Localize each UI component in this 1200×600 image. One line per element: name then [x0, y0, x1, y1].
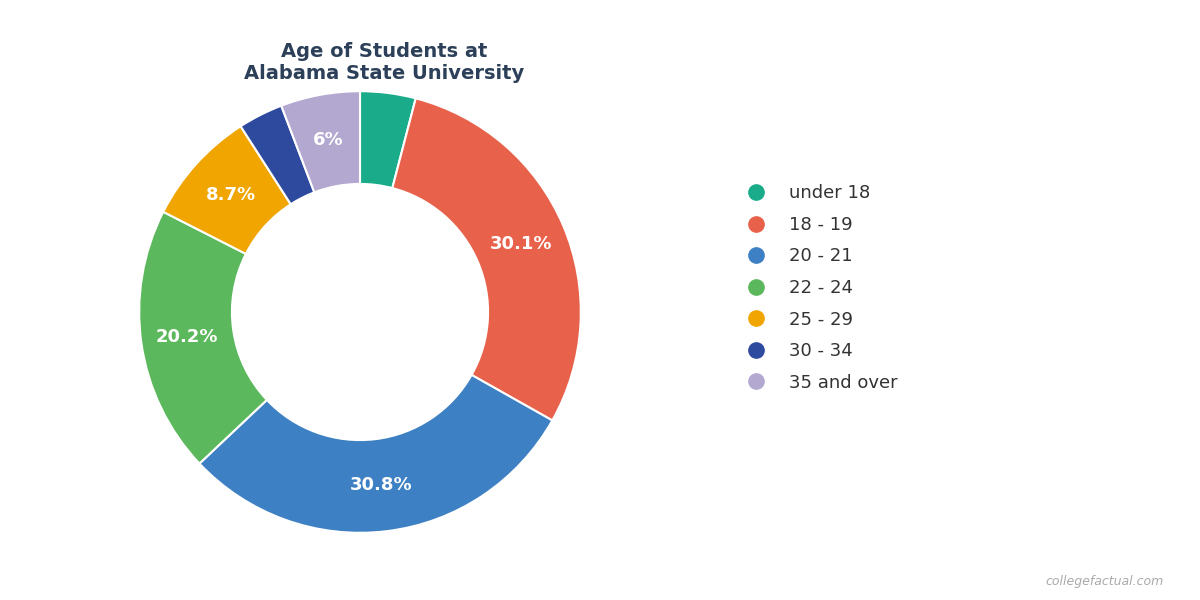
Text: 30.1%: 30.1% [490, 235, 552, 253]
Wedge shape [163, 126, 290, 254]
Text: 8.7%: 8.7% [205, 186, 256, 204]
Wedge shape [281, 91, 360, 193]
Text: 30.8%: 30.8% [350, 476, 413, 494]
Wedge shape [199, 375, 552, 533]
Wedge shape [241, 106, 314, 204]
Wedge shape [392, 98, 581, 421]
Text: Age of Students at
Alabama State University: Age of Students at Alabama State Univers… [244, 42, 524, 83]
Text: 6%: 6% [313, 131, 343, 149]
Text: 20.2%: 20.2% [156, 328, 218, 346]
Text: collegefactual.com: collegefactual.com [1045, 575, 1164, 588]
Legend: under 18, 18 - 19, 20 - 21, 22 - 24, 25 - 29, 30 - 34, 35 and over: under 18, 18 - 19, 20 - 21, 22 - 24, 25 … [730, 175, 906, 401]
Wedge shape [139, 212, 266, 464]
Wedge shape [360, 91, 415, 188]
